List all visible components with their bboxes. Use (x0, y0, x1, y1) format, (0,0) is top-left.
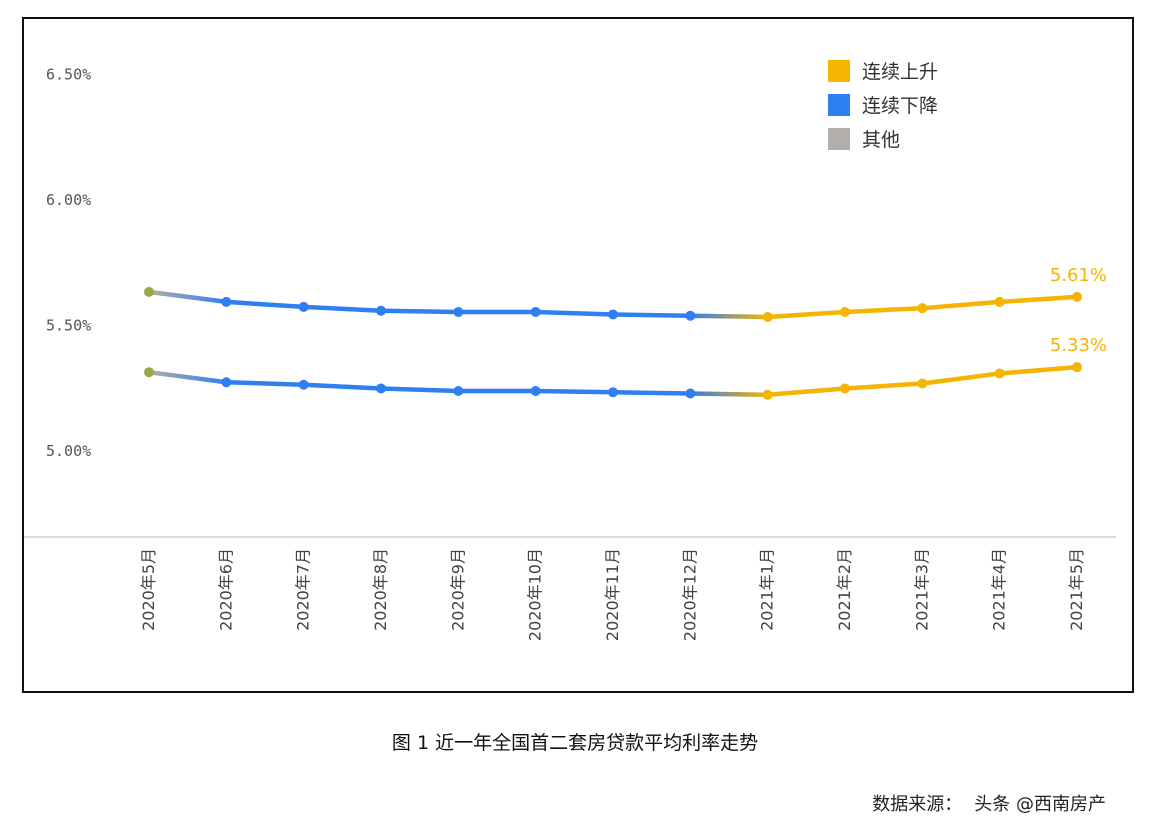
series-1-segment (920, 299, 1002, 311)
series-1-segment (842, 305, 925, 315)
series-1-point (685, 310, 696, 321)
series-2-segment (610, 390, 693, 396)
x-tick-label: 2020年6月 (216, 548, 235, 631)
legend-swatch (828, 60, 850, 82)
series-2-segment (842, 381, 925, 391)
y-tick-label: 6.00% (46, 191, 91, 209)
y-tick-label: 5.00% (46, 442, 91, 460)
end-labels: 5.61% 5.33% (1050, 265, 1107, 356)
figure-caption: 图 1 近一年全国首二套房贷款平均利率走势 (391, 732, 759, 754)
end-value-label: 5.61% (1050, 265, 1107, 286)
series-2-segment (301, 382, 384, 391)
source-line: 数据来源： 头条 @西南房产 (872, 790, 1106, 816)
series-1-segment (224, 299, 306, 310)
legend-label: 其他 (862, 129, 900, 151)
series-1-point (453, 306, 464, 317)
series-1-point (298, 301, 309, 312)
series-1-segment (997, 294, 1080, 305)
series-2-point (376, 383, 386, 394)
chart-border (22, 17, 1134, 693)
x-tick-label: 2021年2月 (835, 548, 854, 631)
series-2-point (453, 386, 464, 397)
series-1-segment (146, 289, 229, 305)
legend-swatch (828, 128, 850, 150)
series-2-segment (378, 386, 461, 394)
x-tick-label: 2020年5月 (139, 548, 158, 631)
series-2-segment (224, 379, 306, 387)
series-2-segment (920, 371, 1002, 386)
series-1-point (608, 309, 618, 320)
series-lines (146, 289, 1080, 398)
series-2-point (608, 387, 618, 398)
x-tick-label: 2020年10月 (526, 548, 545, 641)
series-1-segment (378, 308, 461, 315)
series-2-point (1072, 362, 1082, 373)
x-tick-label: 2021年4月 (990, 548, 1009, 631)
series-1-point (1072, 291, 1082, 302)
x-tick-label: 2021年5月 (1067, 548, 1086, 631)
y-axis: 6.50% 6.00% 5.50% 5.00% (46, 66, 91, 461)
legend-label: 连续上升 (862, 61, 938, 83)
series-2-segment (533, 388, 616, 395)
series-2-point (221, 377, 232, 388)
series-2-point (530, 386, 541, 397)
series-1-point (530, 306, 541, 317)
series-1-point (376, 305, 386, 316)
series-2-point (298, 379, 309, 390)
series-2-segment (997, 364, 1080, 376)
y-tick-label: 6.50% (46, 66, 91, 84)
watermark: 头条 @西南房产 (974, 794, 1106, 815)
series-1-point (917, 303, 928, 314)
series-1-point (994, 296, 1005, 307)
series-2-segment (765, 386, 848, 398)
x-tick-label: 2021年1月 (758, 548, 777, 631)
series-1-segment (610, 312, 693, 318)
series-2-point (994, 368, 1005, 379)
legend-label: 连续下降 (862, 95, 938, 117)
series-1-point (221, 296, 232, 307)
x-tick-label: 2020年9月 (448, 548, 467, 631)
source-label: 数据来源： (872, 794, 963, 815)
series-1-segment (533, 309, 616, 317)
end-value-label: 5.33% (1050, 335, 1107, 356)
x-tick-label: 2020年7月 (294, 548, 313, 631)
x-axis: 2020年5月 2020年6月 2020年7月 2020年8月 2020年9月 2020年… (139, 548, 1086, 641)
series-2-point (144, 367, 154, 378)
series-2-segment (688, 391, 770, 398)
series-1-point (840, 306, 850, 317)
series-2-point (917, 378, 928, 389)
series-2-point (685, 388, 696, 399)
x-tick-label: 2020年12月 (680, 548, 699, 641)
series-2-point (840, 383, 850, 394)
y-tick-label: 5.50% (46, 317, 91, 335)
legend-swatch (828, 94, 850, 116)
series-1-point (144, 286, 154, 297)
x-tick-label: 2020年11月 (603, 548, 622, 641)
series-points (144, 286, 1082, 400)
series-1-point (762, 311, 773, 322)
series-2-segment (146, 369, 229, 385)
x-tick-label: 2020年8月 (371, 548, 390, 631)
series-2-point (762, 389, 773, 400)
chart-frame: 6.50%6.00%5.50%5.00% 2020年5月 2020年6月 2020年… (22, 17, 1134, 693)
series-1-segment (688, 313, 770, 320)
series-1-segment (301, 304, 384, 313)
series-1-segment (765, 309, 848, 320)
x-tick-label: 2021年3月 (912, 548, 931, 631)
